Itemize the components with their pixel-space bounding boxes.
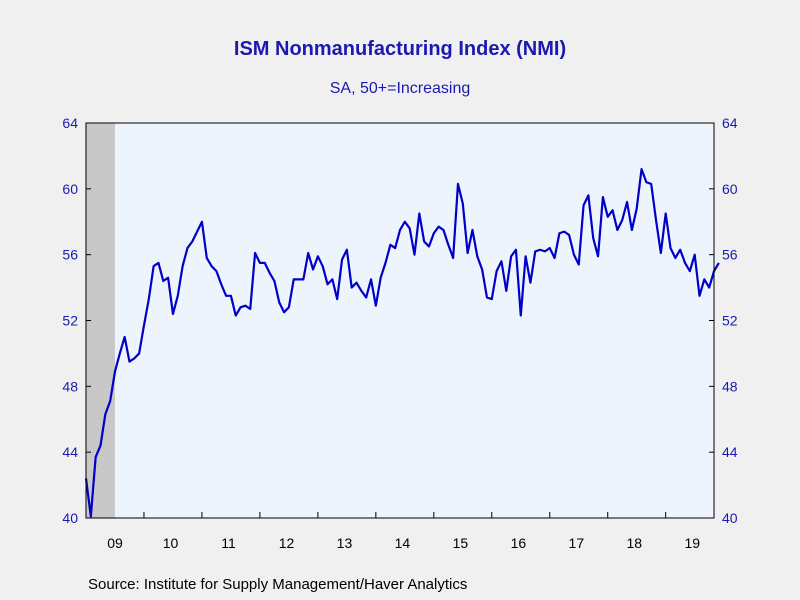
chart-subtitle: SA, 50+=Increasing bbox=[329, 80, 471, 97]
source-note: Source: Institute for Supply Management/… bbox=[88, 576, 468, 593]
x-tick-label: 16 bbox=[511, 535, 527, 551]
y-tick-label-right: 64 bbox=[722, 115, 738, 131]
y-tick-label-left: 44 bbox=[62, 444, 78, 460]
y-tick-label-right: 52 bbox=[722, 313, 738, 329]
x-tick-label: 15 bbox=[453, 535, 469, 551]
x-tick-label: 10 bbox=[163, 535, 179, 551]
y-tick-label-left: 56 bbox=[62, 247, 78, 263]
y-tick-label-right: 56 bbox=[722, 247, 738, 263]
x-tick-label: 14 bbox=[395, 535, 411, 551]
y-tick-label-right: 48 bbox=[722, 378, 738, 394]
x-tick-label: 17 bbox=[569, 535, 585, 551]
x-tick-label: 11 bbox=[221, 535, 236, 551]
x-tick-label: 09 bbox=[107, 535, 123, 551]
y-tick-label-right: 40 bbox=[722, 510, 738, 526]
x-tick-label: 13 bbox=[337, 535, 353, 551]
series-line bbox=[84, 167, 720, 518]
plot-border bbox=[85, 122, 715, 519]
chart-title: ISM Nonmanufacturing Index (NMI) bbox=[233, 38, 567, 60]
y-tick-label-right: 44 bbox=[722, 444, 738, 460]
y-tick-label-left: 40 bbox=[62, 510, 78, 526]
plot-area bbox=[86, 123, 714, 518]
y-tick-label-left: 48 bbox=[62, 378, 78, 394]
x-tick-label: 18 bbox=[627, 535, 643, 551]
y-tick-label-left: 64 bbox=[62, 115, 78, 131]
y-tick-label-right: 60 bbox=[722, 181, 738, 197]
x-tick-label: 19 bbox=[684, 535, 700, 551]
x-tick-label: 12 bbox=[279, 535, 295, 551]
y-tick-label-left: 60 bbox=[62, 181, 78, 197]
y-tick-label-left: 52 bbox=[62, 313, 78, 329]
